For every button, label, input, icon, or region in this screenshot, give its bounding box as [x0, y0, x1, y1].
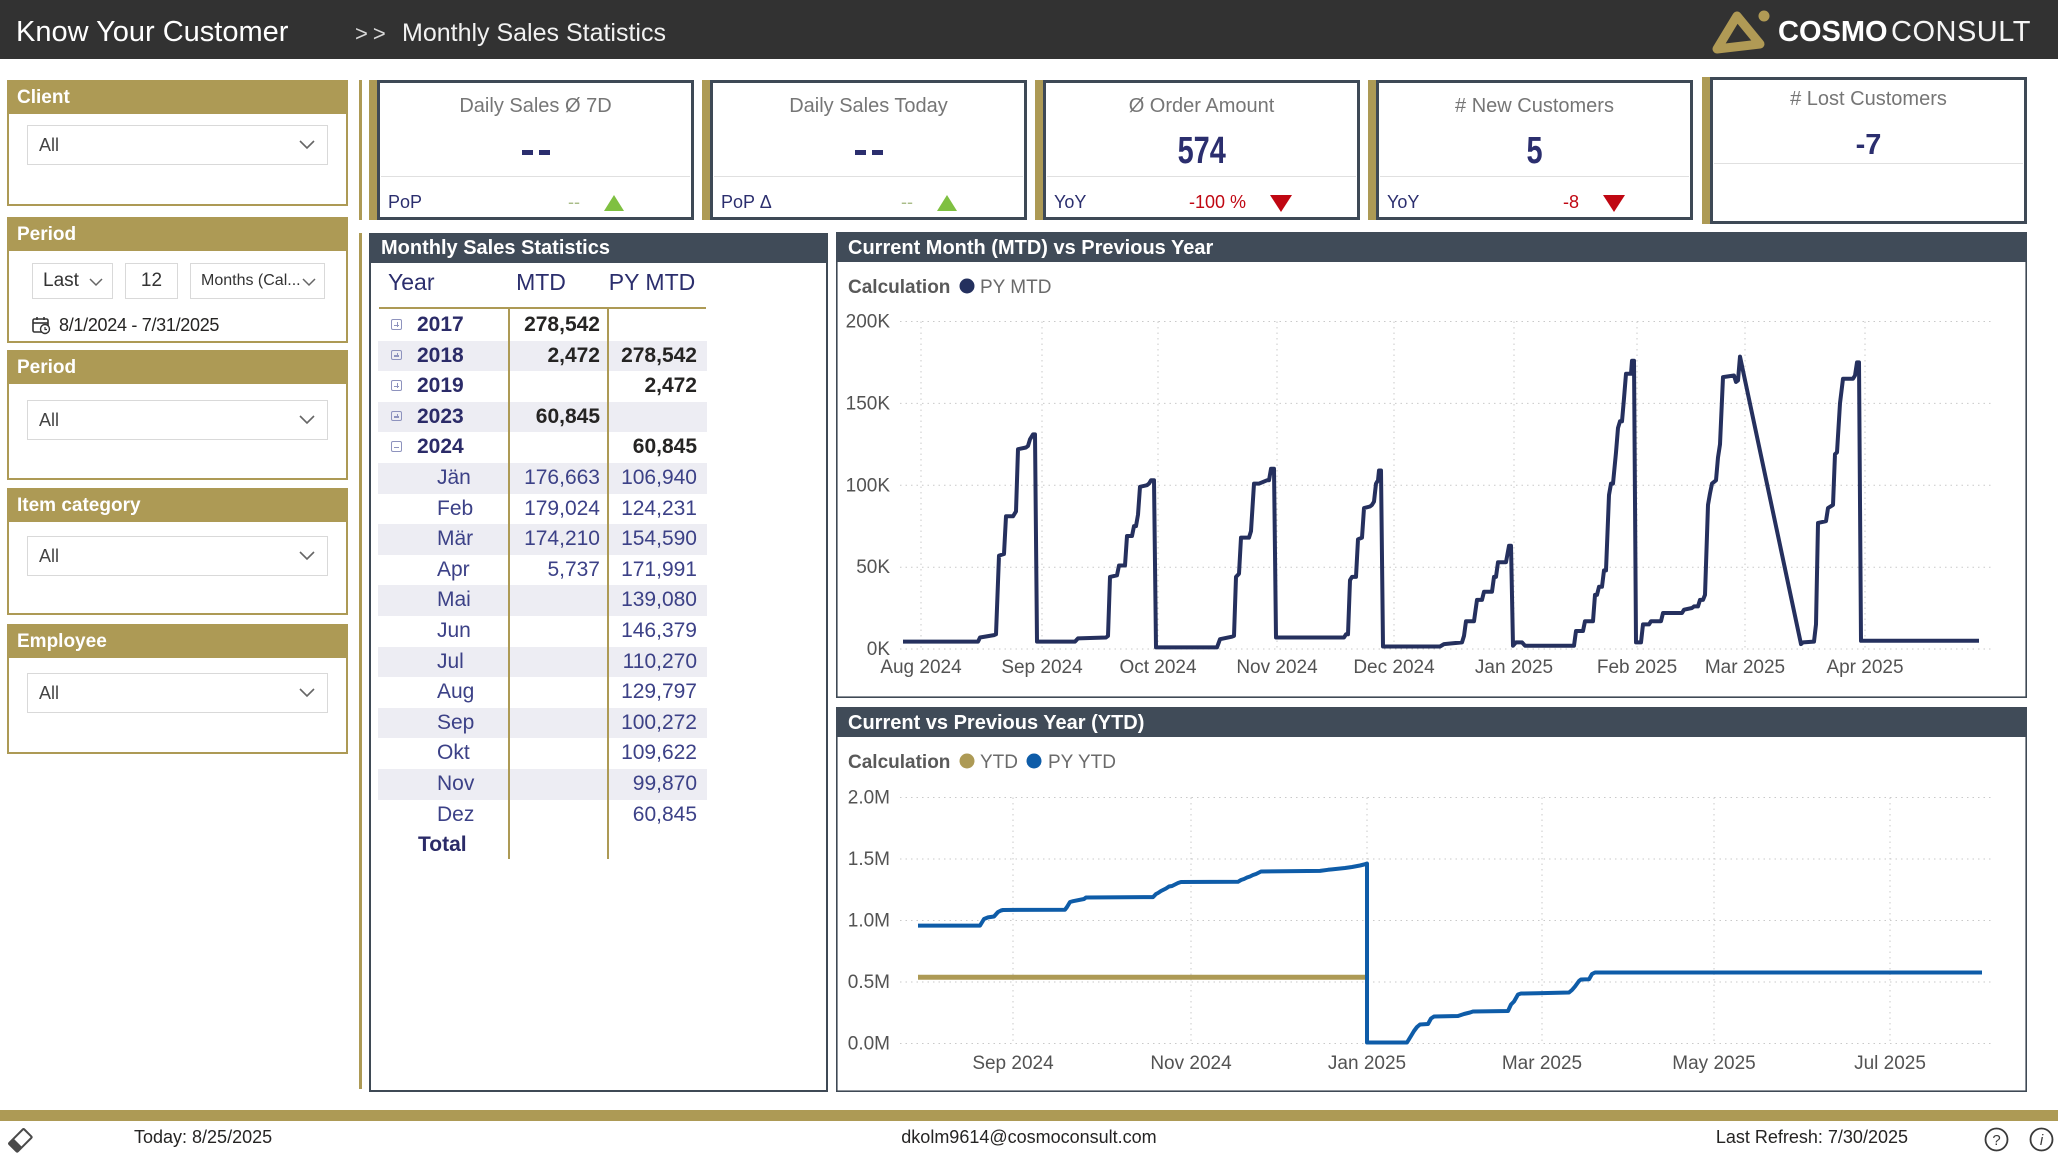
svg-text:0.5M: 0.5M [848, 972, 890, 993]
svg-text:Jul 2025: Jul 2025 [1854, 1053, 1926, 1074]
svg-text:0K: 0K [867, 639, 891, 660]
svg-text:Feb 2025: Feb 2025 [1597, 657, 1677, 678]
svg-text:Aug 2024: Aug 2024 [880, 657, 962, 678]
svg-text:Current Month (MTD) vs Previou: Current Month (MTD) vs Previous Year [848, 237, 1213, 259]
svg-text:0.0M: 0.0M [848, 1034, 890, 1055]
svg-text:Current vs Previous Year (YTD): Current vs Previous Year (YTD) [848, 712, 1144, 734]
svg-text:Jan 2025: Jan 2025 [1328, 1053, 1406, 1074]
svg-text:200K: 200K [846, 312, 891, 333]
svg-text:i: i [2040, 1132, 2044, 1149]
svg-text:50K: 50K [856, 557, 890, 578]
svg-text:YTD: YTD [980, 752, 1018, 773]
svg-text:PY MTD: PY MTD [980, 277, 1051, 298]
svg-text:100K: 100K [846, 475, 891, 496]
svg-text:Sep 2024: Sep 2024 [972, 1053, 1054, 1074]
svg-text:May 2025: May 2025 [1672, 1053, 1755, 1074]
svg-text:PY YTD: PY YTD [1048, 752, 1116, 773]
svg-text:Oct 2024: Oct 2024 [1119, 657, 1197, 678]
svg-text:Nov 2024: Nov 2024 [1236, 657, 1318, 678]
svg-text:Calculation: Calculation [848, 277, 950, 298]
svg-text:Apr 2025: Apr 2025 [1826, 657, 1903, 678]
svg-text:Dec 2024: Dec 2024 [1353, 657, 1435, 678]
svg-text:1.5M: 1.5M [848, 849, 890, 870]
svg-text:Mar 2025: Mar 2025 [1705, 657, 1785, 678]
svg-text:Sep 2024: Sep 2024 [1001, 657, 1083, 678]
svg-text:Nov 2024: Nov 2024 [1150, 1053, 1232, 1074]
svg-text:2.0M: 2.0M [848, 788, 890, 809]
svg-text:Calculation: Calculation [848, 752, 950, 773]
svg-text:1.0M: 1.0M [848, 911, 890, 932]
svg-text:Mar 2025: Mar 2025 [1502, 1053, 1582, 1074]
svg-text:Jan 2025: Jan 2025 [1475, 657, 1553, 678]
svg-text:?: ? [1992, 1132, 2000, 1149]
svg-text:150K: 150K [846, 393, 891, 414]
